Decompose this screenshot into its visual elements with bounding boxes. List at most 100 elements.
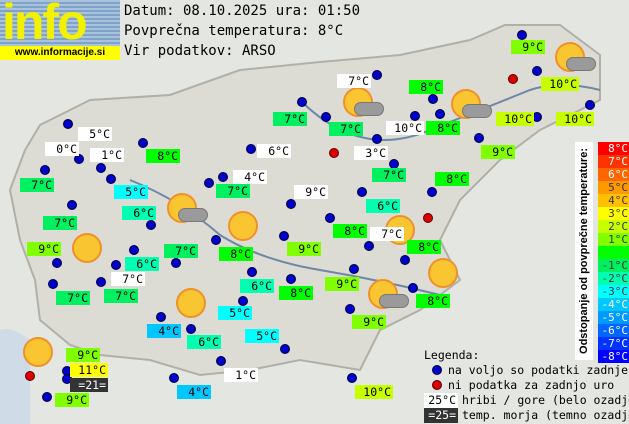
temperature-label: 7°C [20, 178, 54, 192]
station-dot [156, 312, 166, 322]
date-line: Datum: 08.10.2025 ura: 01:50 [124, 3, 361, 19]
mountain-sample: 25°C [424, 393, 458, 408]
station-dot [410, 111, 420, 121]
temperature-label: 8°C [409, 80, 443, 94]
scale-step: -2°C [598, 272, 629, 285]
temperature-label: 6°C [187, 335, 221, 349]
temperature-label: 11°C [70, 363, 108, 377]
scale-step: 7°C [598, 155, 629, 168]
station-dot [400, 255, 410, 265]
station-dot [111, 260, 121, 270]
station-dot [347, 373, 357, 383]
legend-available-text: na voljo so podatki zadnje ure [448, 363, 629, 377]
temperature-label: 9°C [287, 242, 321, 256]
station-dot [96, 277, 106, 287]
temperature-label: 7°C [337, 74, 371, 88]
temperature-label: 6°C [122, 206, 156, 220]
sea-sample: =25= [424, 408, 458, 423]
station-dot [211, 235, 221, 245]
temperature-label: =21= [70, 378, 108, 392]
temperature-label: 5°C [114, 185, 148, 199]
temperature-label: 5°C [78, 127, 112, 141]
station-dot [171, 258, 181, 268]
temperature-label: 8°C [435, 172, 469, 186]
temperature-label: 8°C [426, 121, 460, 135]
temperature-label: 8°C [279, 286, 313, 300]
temperature-label: 7°C [43, 216, 77, 230]
temperature-label: 7°C [164, 244, 198, 258]
legend-mountain-text: hribi / gore (belo ozadje) [462, 393, 629, 407]
sun-icon [23, 337, 53, 367]
temperature-label: 6°C [240, 279, 274, 293]
temperature-label: 8°C [146, 149, 180, 163]
station-dot [40, 165, 50, 175]
station-dot [364, 241, 374, 251]
legend-missing: ni podatka za zadnjo uro [424, 378, 614, 393]
temperature-label: 0°C [45, 142, 79, 156]
logo-url-link[interactable]: www.informacije.si [0, 46, 120, 60]
temperature-label: 6°C [257, 144, 291, 158]
station-dot [585, 100, 595, 110]
temperature-label: 8°C [407, 240, 441, 254]
temperature-label: 7°C [216, 184, 250, 198]
temperature-label: 7°C [111, 272, 145, 286]
temperature-label: 1°C [224, 368, 258, 382]
scale-step [598, 246, 629, 259]
station-dot [532, 66, 542, 76]
scale-step: 8°C [598, 142, 629, 155]
legend-available: na voljo so podatki zadnje ure [424, 363, 629, 378]
temperature-label: 1°C [90, 148, 124, 162]
station-dot [357, 187, 367, 197]
temperature-label: 10°C [541, 77, 579, 91]
station-dot [325, 213, 335, 223]
temperature-label: 7°C [372, 168, 406, 182]
station-dot [286, 274, 296, 284]
scale-step: 2°C [598, 220, 629, 233]
scale-step: 5°C [598, 181, 629, 194]
temperature-label: 9°C [481, 145, 515, 159]
logo[interactable]: info www.informacije.si [0, 0, 120, 60]
station-dot [428, 94, 438, 104]
cloud-icon [462, 104, 492, 118]
scale-step: 6°C [598, 168, 629, 181]
temperature-label: 10°C [386, 121, 424, 135]
station-dot [297, 97, 307, 107]
logo-word: info [2, 0, 88, 50]
station-missing-dot [329, 148, 339, 158]
temperature-label: 7°C [56, 291, 90, 305]
station-dot [372, 134, 382, 144]
station-dot [67, 200, 77, 210]
temperature-label: 9°C [352, 315, 386, 329]
station-dot [186, 324, 196, 334]
scale-step: -4°C [598, 298, 629, 311]
temperature-label: 5°C [245, 329, 279, 343]
legend-mountain: 25°C hribi / gore (belo ozadje) [424, 393, 629, 408]
legend-title: Legenda: [424, 348, 480, 362]
temperature-label: 7°C [104, 289, 138, 303]
cloud-icon [566, 57, 596, 71]
temperature-label: 10°C [556, 112, 594, 126]
sun-icon [176, 288, 206, 318]
red-dot-icon [432, 380, 442, 390]
temperature-label: 4°C [233, 170, 267, 184]
temperature-label: 9°C [325, 277, 359, 291]
station-dot [517, 30, 527, 40]
station-missing-dot [508, 74, 518, 84]
temperature-label: 6°C [125, 257, 159, 271]
temperature-label: 9°C [55, 393, 89, 407]
sun-icon [428, 258, 458, 288]
station-dot [138, 138, 148, 148]
temperature-label: 6°C [366, 199, 400, 213]
average-temperature: Povprečna temperatura: 8°C [124, 23, 344, 39]
station-dot [474, 133, 484, 143]
station-dot [246, 144, 256, 154]
scale-title: Odstopanje od povprečne temperature: [575, 142, 593, 360]
station-dot [204, 178, 214, 188]
station-dot [286, 199, 296, 209]
temperature-label: 4°C [147, 324, 181, 338]
temperature-label: 7°C [329, 122, 363, 136]
temperature-label: 8°C [219, 247, 253, 261]
station-dot [280, 344, 290, 354]
scale-step: -8°C [598, 350, 629, 363]
station-dot [349, 264, 359, 274]
